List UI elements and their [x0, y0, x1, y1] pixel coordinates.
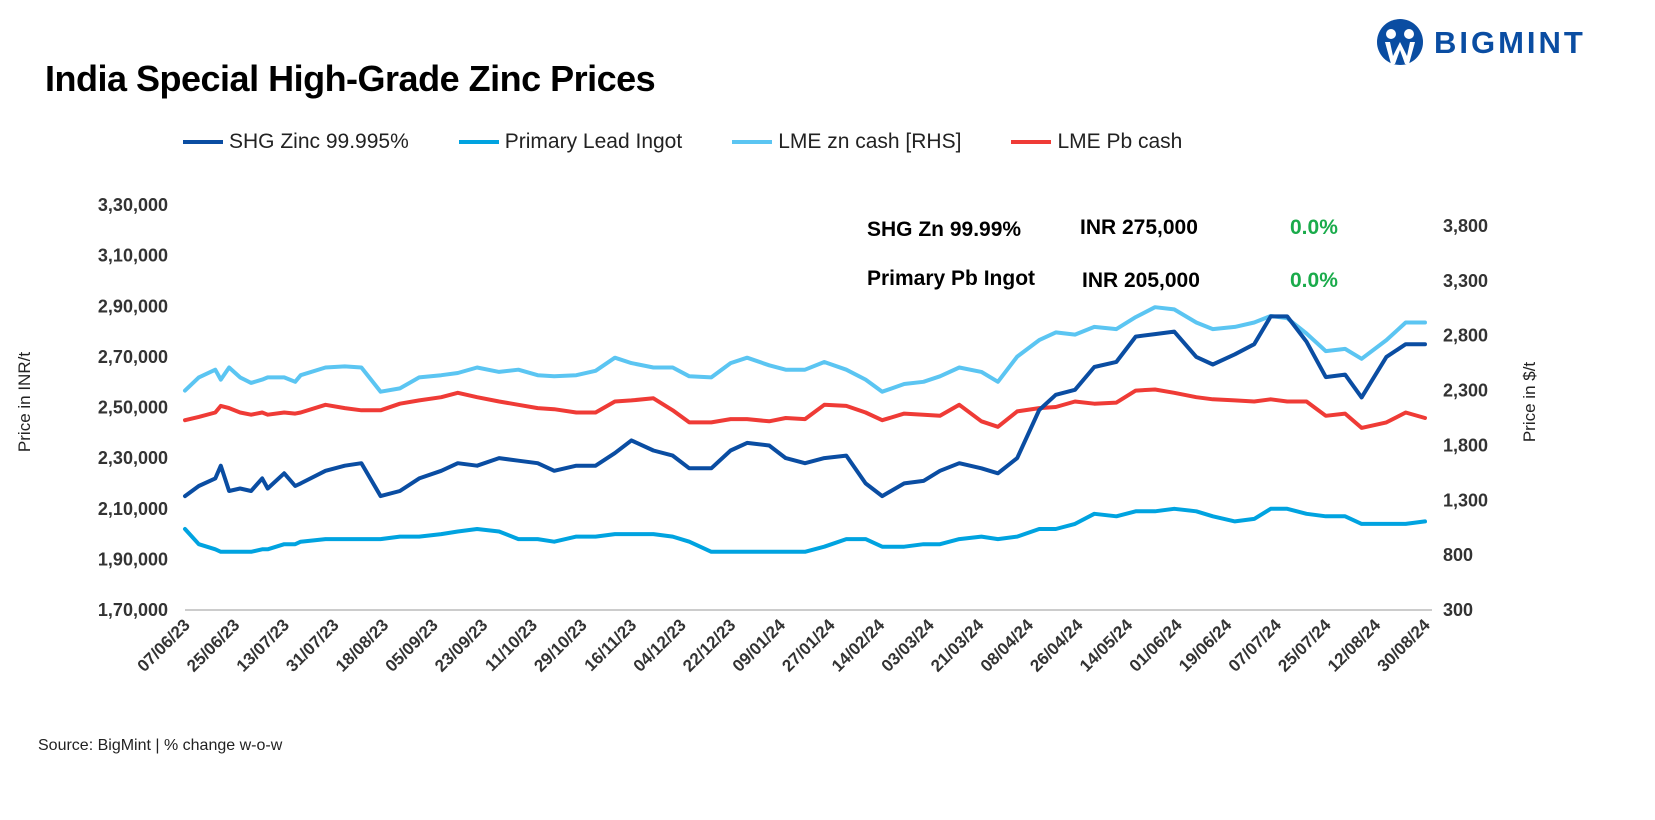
- x-tick-label: 14/02/24: [828, 615, 889, 676]
- y-tick-label-left: 1,90,000: [98, 549, 168, 569]
- y-tick-label-right: 1,300: [1443, 490, 1488, 510]
- chart-title: India Special High-Grade Zinc Prices: [45, 58, 656, 99]
- legend-item-lead: Primary Lead Ingot: [458, 130, 683, 154]
- x-tick-label: 27/01/24: [778, 615, 839, 676]
- logo-text: BIGMINT: [1434, 25, 1586, 60]
- legend-item-lme-pb: LME Pb cash: [1011, 130, 1182, 154]
- x-tick-label: 16/11/23: [581, 615, 641, 675]
- legend-swatch-shg: [183, 140, 223, 144]
- x-tick-label: 31/07/23: [282, 615, 342, 675]
- x-tick-label: 14/05/24: [1076, 615, 1137, 676]
- y-tick-label-right: 2,300: [1443, 381, 1488, 401]
- primary-lead-line: [183, 506, 1427, 554]
- x-tick-label: 04/12/23: [630, 615, 690, 675]
- legend-swatch-lead: [458, 140, 499, 144]
- x-tick-label: 09/01/24: [729, 615, 790, 676]
- legend-label: SHG Zinc 99.995%: [229, 130, 409, 153]
- y-tick-label-left: 2,50,000: [98, 398, 168, 418]
- x-tick-label: 18/08/23: [332, 615, 392, 675]
- y-tick-label-right: 300: [1443, 600, 1473, 620]
- y-axis-title-left: Price in INR/t: [15, 351, 35, 453]
- annotation-price-shg: INR 275,000: [1080, 216, 1198, 239]
- legend-label: Primary Lead Ingot: [504, 130, 683, 153]
- y-tick-label-right: 3,800: [1443, 216, 1488, 236]
- y-tick-label-left: 3,10,000: [98, 246, 168, 266]
- x-tick-label: 26/04/24: [1026, 615, 1087, 676]
- x-tick-label: 30/08/24: [1374, 615, 1435, 676]
- legend-swatch-lme-zn: [732, 140, 773, 144]
- y-tick-label-left: 2,10,000: [98, 499, 168, 519]
- x-tick-label: 22/12/23: [679, 615, 739, 675]
- y-tick-label-right: 2,800: [1443, 326, 1488, 346]
- annotation-label-lead: Primary Pb Ingot: [867, 267, 1036, 290]
- y-tick-label-right: 3,300: [1443, 271, 1488, 291]
- y-tick-label-left: 1,70,000: [98, 600, 168, 620]
- legend-swatch-lme-pb: [1011, 140, 1052, 144]
- legend-label: LME Pb cash: [1057, 130, 1183, 153]
- annotation-price-lead: INR 205,000: [1082, 269, 1200, 292]
- y-tick-label-right: 800: [1443, 545, 1473, 565]
- y-tick-label-right: 1,800: [1443, 435, 1488, 455]
- y-tick-label-left: 2,70,000: [98, 347, 168, 367]
- legend: SHG Zinc 99.995% Primary Lead Ingot LME …: [183, 130, 1232, 154]
- legend-label: LME zn cash [RHS]: [778, 130, 962, 153]
- x-tick-label: 23/09/23: [431, 615, 491, 675]
- x-tick-label: 21/03/24: [927, 615, 988, 676]
- x-tick-label: 19/06/24: [1175, 615, 1236, 676]
- annotation-change-shg: 0.0%: [1290, 216, 1338, 239]
- x-tick-label: 08/04/24: [977, 615, 1038, 676]
- x-tick-label: 07/07/24: [1225, 615, 1286, 676]
- x-tick-label: 12/08/24: [1324, 615, 1385, 676]
- y-tick-label-left: 3,30,000: [98, 195, 168, 215]
- lme-pb-line: [183, 387, 1427, 430]
- annotation-label-shg: SHG Zn 99.99%: [867, 218, 1022, 241]
- annotation-change-lead: 0.0%: [1290, 269, 1338, 292]
- bigmint-logo: BIGMINT: [1376, 18, 1586, 68]
- y-tick-label-left: 2,30,000: [98, 448, 168, 468]
- shg-zinc-line: [183, 314, 1427, 499]
- y-tick-label-left: 2,90,000: [98, 296, 168, 316]
- x-tick-label: 07/06/23: [134, 615, 194, 675]
- x-tick-label: 25/06/23: [183, 615, 243, 675]
- x-tick-label: 01/06/24: [1126, 615, 1187, 676]
- bigmint-emblem-icon: [1377, 19, 1423, 65]
- x-tick-label: 29/10/23: [530, 615, 590, 675]
- x-tick-label: 13/07/23: [233, 615, 293, 675]
- y-axis-title-right: Price in $/t: [1520, 361, 1540, 443]
- legend-item-shg: SHG Zinc 99.995%: [183, 130, 409, 154]
- source-note: Source: BigMint | % change w-o-w: [38, 737, 283, 754]
- legend-item-lme-zn: LME zn cash [RHS]: [732, 130, 961, 154]
- x-tick-label: 25/07/24: [1274, 615, 1335, 676]
- x-tick-label: 03/03/24: [878, 615, 939, 676]
- x-tick-label: 05/09/23: [382, 615, 442, 675]
- x-tick-label: 11/10/23: [481, 615, 541, 675]
- lme-zn-line: [183, 305, 1427, 394]
